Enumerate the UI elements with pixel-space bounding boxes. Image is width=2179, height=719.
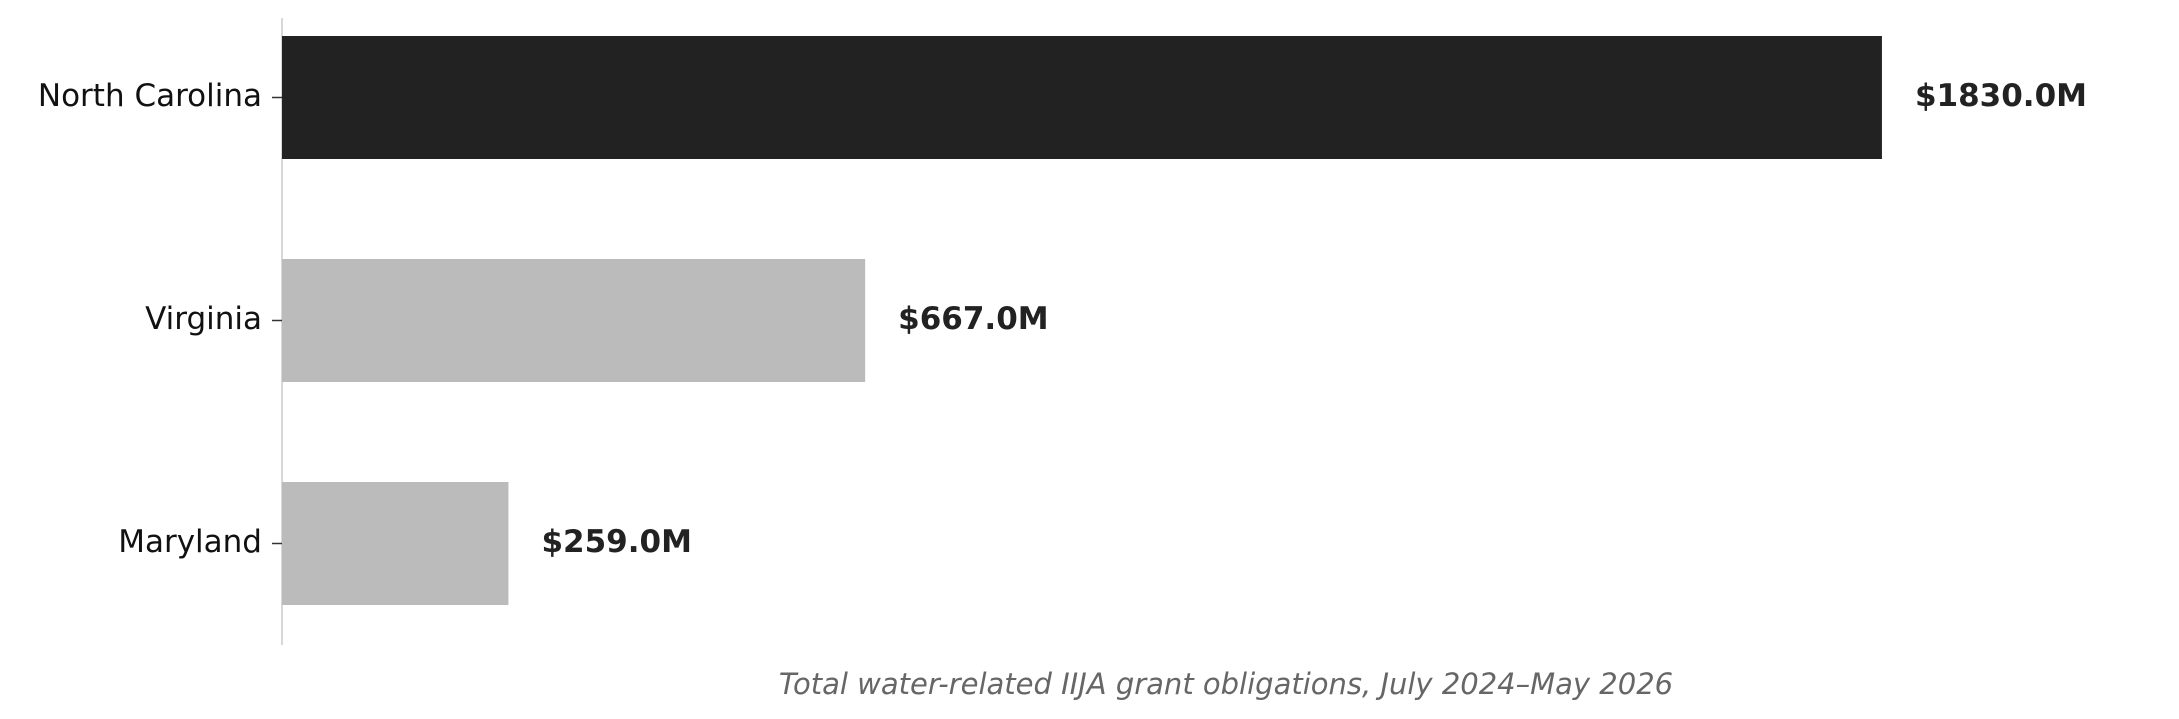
x-axis-label: Total water-related IIJA grant obligatio… <box>779 667 1673 701</box>
bar <box>282 259 866 382</box>
bar <box>282 482 509 605</box>
y-tick-label: Maryland <box>118 524 262 560</box>
bar <box>282 36 1882 159</box>
y-tick-label: Virginia <box>145 301 262 337</box>
y-tick-label: North Carolina <box>38 78 262 114</box>
value-label: $1830.0M <box>1915 78 2087 114</box>
value-label: $667.0M <box>898 301 1048 337</box>
value-label: $259.0M <box>541 524 691 560</box>
